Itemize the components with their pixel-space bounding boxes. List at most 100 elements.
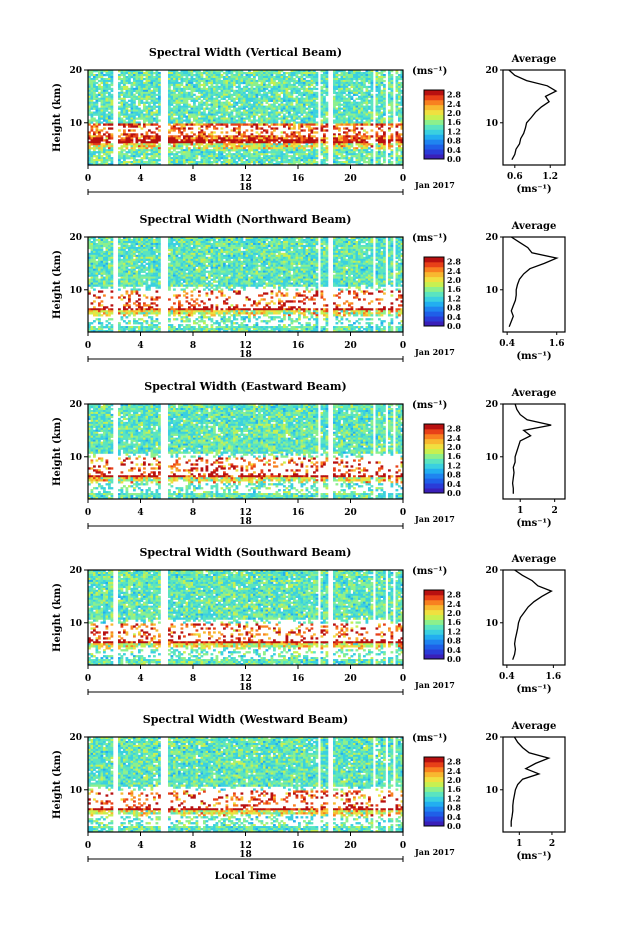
colorbar-segment xyxy=(424,301,444,306)
profile-x-tick-label: 0.6 xyxy=(507,172,523,182)
date-right-label: Jan 2017 xyxy=(414,514,455,524)
colorbar-unit: (ms⁻¹) xyxy=(412,400,447,411)
chart-title: Spectral Width (Southward Beam) xyxy=(139,546,351,559)
profile-y-tick-label: 10 xyxy=(485,619,498,629)
profile-title: Average xyxy=(511,54,557,65)
y-tick-label: 10 xyxy=(69,119,82,129)
profile-x-tick-label: 2 xyxy=(552,506,558,516)
x-tick-label: 8 xyxy=(190,841,196,851)
profile-frame xyxy=(503,70,565,165)
date-label: 18 xyxy=(239,850,252,860)
colorbar-segment xyxy=(424,316,444,321)
y-axis-label: Height (km) xyxy=(52,250,63,319)
profile-xlabel: (ms⁻¹) xyxy=(516,184,551,195)
chart-panel-3: Spectral Width (Southward Beam) Height (k… xyxy=(52,546,565,695)
colorbar-segment xyxy=(424,792,444,797)
profile-x-tick-label: 1.2 xyxy=(542,172,558,182)
profile-title: Average xyxy=(511,221,557,232)
colorbar-segment xyxy=(424,424,444,429)
profile-frame xyxy=(503,570,565,665)
chart-title: Spectral Width (Northward Beam) xyxy=(140,213,352,226)
colorbar-segment xyxy=(424,306,444,311)
x-tick-label: 16 xyxy=(292,508,305,518)
x-tick-label: 0 xyxy=(85,508,91,518)
x-tick-label: 8 xyxy=(190,341,196,351)
x-tick-label: 8 xyxy=(190,174,196,184)
colorbar-segment xyxy=(424,129,444,134)
x-tick-label: 20 xyxy=(344,341,357,351)
x-tick-label: 8 xyxy=(190,508,196,518)
colorbar-segment xyxy=(424,757,444,762)
profile-y-tick-label: 10 xyxy=(485,786,498,796)
date-label: 18 xyxy=(239,350,252,360)
x-tick-label: 0 xyxy=(400,341,406,351)
x-tick-label: 0 xyxy=(400,841,406,851)
colorbar-segment xyxy=(424,429,444,434)
colorbar-segment xyxy=(424,287,444,292)
colorbar-segment xyxy=(424,125,444,130)
colorbar-segment xyxy=(424,762,444,767)
x-tick-label: 20 xyxy=(344,508,357,518)
colorbar-segment xyxy=(424,463,444,468)
colorbar-segment xyxy=(424,610,444,615)
colorbar-segment xyxy=(424,311,444,316)
y-tick-label: 10 xyxy=(69,286,82,296)
x-tick-label: 16 xyxy=(292,174,305,184)
colorbar-unit: (ms⁻¹) xyxy=(412,733,447,744)
profile-xlabel: (ms⁻¹) xyxy=(516,351,551,362)
x-tick-label: 0 xyxy=(85,341,91,351)
heatmap-field xyxy=(88,404,403,499)
colorbar-segment xyxy=(424,811,444,816)
y-axis-label: Height (km) xyxy=(52,83,63,152)
colorbar-segment xyxy=(424,629,444,634)
colorbar-segment xyxy=(424,787,444,792)
colorbar-tick-label: 0.0 xyxy=(447,654,461,664)
colorbar-segment xyxy=(424,777,444,782)
y-axis-label: Height (km) xyxy=(52,417,63,486)
y-tick-label: 20 xyxy=(69,66,82,76)
x-tick-label: 8 xyxy=(190,674,196,684)
y-tick-label: 20 xyxy=(69,233,82,243)
colorbar-tick-label: 0.0 xyxy=(447,821,461,831)
profile-x-tick-label: 0.4 xyxy=(499,672,515,682)
x-tick-label: 20 xyxy=(344,174,357,184)
chart-title: Spectral Width (Vertical Beam) xyxy=(149,46,342,59)
profile-x-tick-label: 1.6 xyxy=(549,339,565,349)
x-tick-label: 4 xyxy=(137,174,143,184)
y-tick-label: 20 xyxy=(69,400,82,410)
colorbar-segment xyxy=(424,296,444,301)
colorbar-segment xyxy=(424,277,444,282)
x-tick-label: 0 xyxy=(400,508,406,518)
colorbar-segment xyxy=(424,772,444,777)
profile-xlabel: (ms⁻¹) xyxy=(516,518,551,529)
colorbar-segment xyxy=(424,782,444,787)
colorbar-segment xyxy=(424,272,444,277)
colorbar-segment xyxy=(424,262,444,267)
profile-y-tick-label: 10 xyxy=(485,119,498,129)
x-tick-label: 0 xyxy=(400,174,406,184)
x-tick-label: 0 xyxy=(85,841,91,851)
colorbar-unit: (ms⁻¹) xyxy=(412,66,447,77)
colorbar-unit: (ms⁻¹) xyxy=(412,566,447,577)
chart-panel-0: Spectral Width (Vertical Beam) Height (km… xyxy=(52,46,565,195)
chart-panel-4: Spectral Width (Westward Beam)Height (km… xyxy=(52,713,565,862)
x-axis-label: Local Time xyxy=(215,871,277,882)
profile-x-tick-label: 1 xyxy=(516,839,522,849)
colorbar-segment xyxy=(424,816,444,821)
colorbar-segment xyxy=(424,468,444,473)
colorbar-segment xyxy=(424,644,444,649)
figure-svg: Spectral Width (Vertical Beam) Height (km… xyxy=(0,0,623,929)
chart-panel-2: Spectral Width (Eastward Beam)Height (km… xyxy=(52,380,565,529)
colorbar-segment xyxy=(424,459,444,464)
date-right-label: Jan 2017 xyxy=(414,180,455,190)
colorbar-segment xyxy=(424,292,444,297)
profile-title: Average xyxy=(511,721,557,732)
colorbar-tick-label: 0.0 xyxy=(447,488,461,498)
y-axis-label: Height (km) xyxy=(52,583,63,652)
y-tick-label: 10 xyxy=(69,453,82,463)
x-tick-label: 4 xyxy=(137,841,143,851)
colorbar-segment xyxy=(424,257,444,262)
colorbar-segment xyxy=(424,100,444,105)
x-tick-label: 4 xyxy=(137,508,143,518)
colorbar-segment xyxy=(424,110,444,115)
